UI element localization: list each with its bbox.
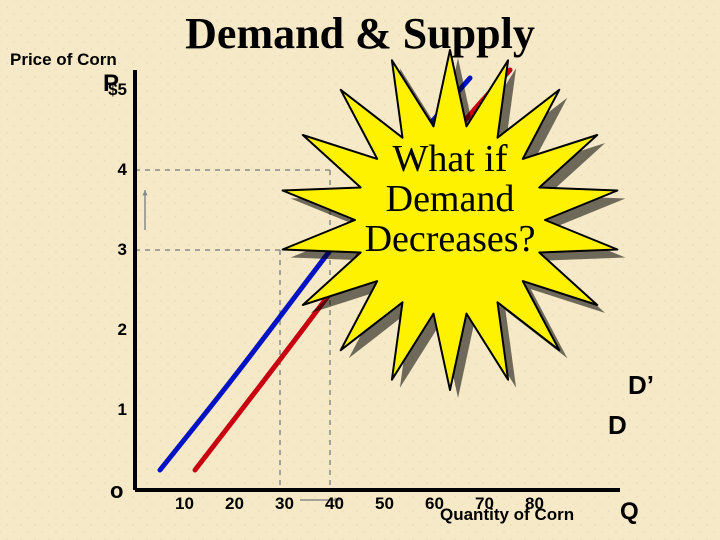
y-tick-label: $5: [87, 80, 127, 100]
x-tick-label: 80: [525, 494, 544, 514]
y-tick-label: 1: [87, 400, 127, 420]
y-axis-title: Price of Corn: [10, 50, 117, 70]
demand-label-Dprime: D’: [628, 370, 654, 401]
x-tick-label: 20: [225, 494, 244, 514]
x-axis-title: Quantity of Corn: [440, 505, 574, 525]
x-tick-label: 10: [175, 494, 194, 514]
x-tick-label: 50: [375, 494, 394, 514]
x-tick-label: 30: [275, 494, 294, 514]
y-tick-label: 2: [87, 320, 127, 340]
chart-container: Demand & Supply Price of Corn P o Quanti…: [0, 0, 720, 540]
x-tick-label: 60: [425, 494, 444, 514]
callout-text: What ifDemandDecreases?: [310, 140, 590, 260]
x-tick-label: 40: [325, 494, 344, 514]
y-tick-label: 4: [87, 160, 127, 180]
x-axis-letter: Q: [620, 498, 639, 526]
x-tick-label: 70: [475, 494, 494, 514]
y-tick-label: 3: [87, 240, 127, 260]
origin-label: o: [110, 478, 123, 504]
demand-label-D: D: [608, 410, 627, 441]
